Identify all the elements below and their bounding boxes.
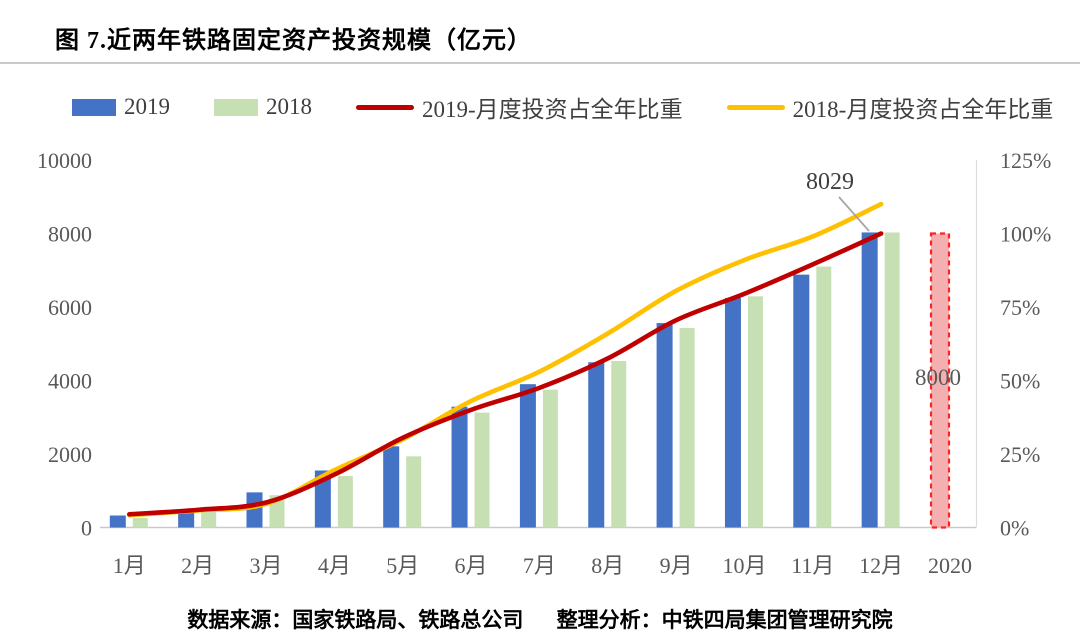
chart-legend: 2019 2018 2019-月度投资占全年比重 2018-月度投资占全年比重 — [72, 90, 1053, 124]
right-axis-tick-0%: 0% — [1000, 516, 1029, 541]
chart-footer: 数据来源：国家铁路局、铁路总公司 整理分析：中铁四局集团管理研究院 — [0, 604, 1080, 634]
x-axis-label-11月: 11月 — [791, 553, 834, 578]
legend-item-2018: 2018 — [214, 94, 312, 120]
line-2018-月度投资占全年比重 — [127, 201, 884, 518]
bar-2019-5月 — [383, 446, 400, 528]
legend-swatch-2018-bar — [214, 98, 258, 116]
bar-2018-6月 — [474, 412, 490, 528]
left-axis-tick-8000: 8000 — [48, 222, 92, 247]
x-axis-label-8月: 8月 — [591, 553, 624, 578]
bar-2019-1月 — [109, 515, 126, 528]
x-axis-label-5月: 5月 — [386, 553, 419, 578]
legend-line-2019-pct — [356, 104, 414, 110]
right-axis-tick-100%: 100% — [1000, 222, 1051, 247]
bar-2019-11月 — [793, 274, 810, 528]
legend-label: 2019-月度投资占全年比重 — [422, 97, 683, 122]
bar-2018-9月 — [679, 327, 695, 528]
bar-2019-10月 — [724, 297, 741, 528]
bar-2018-11月 — [816, 266, 832, 528]
left-axis-tick-6000: 6000 — [48, 295, 92, 320]
bar-2018-8月 — [611, 361, 627, 528]
analysis-credit-text: 整理分析：中铁四局集团管理研究院 — [556, 608, 893, 632]
bar-2018-10月 — [747, 296, 763, 528]
data-source-text: 数据来源：国家铁路局、铁路总公司 — [187, 608, 524, 632]
bar-2019-2月 — [178, 512, 195, 528]
x-axis-label-3月: 3月 — [249, 553, 282, 578]
bar-2019-9月 — [656, 323, 673, 528]
bar-2019-7月 — [519, 384, 536, 528]
left-axis-tick-4000: 4000 — [48, 369, 92, 394]
bar-2019-8月 — [588, 362, 605, 528]
bar-2018-5月 — [406, 456, 422, 528]
line-2019-月度投资占全年比重 — [127, 231, 884, 517]
legend-line-2018-pct — [726, 104, 785, 110]
bar-2018-7月 — [542, 389, 558, 528]
bar-2020-projection — [929, 232, 951, 529]
x-axis-label-7月: 7月 — [523, 553, 556, 578]
left-axis-tick-2000: 2000 — [48, 442, 92, 467]
bar-2019-6月 — [451, 406, 468, 528]
title-divider — [0, 62, 1080, 64]
right-axis-tick-75%: 75% — [1000, 295, 1040, 320]
bar-2018-1月 — [132, 517, 148, 528]
legend-swatch-2019-bar — [72, 98, 116, 116]
annotation-leader-line — [838, 196, 870, 232]
legend-label: 2018 — [266, 94, 312, 119]
x-axis-label-10月: 10月 — [722, 553, 766, 578]
right-axis-tick-25%: 25% — [1000, 442, 1040, 467]
right-axis-tick-125%: 125% — [1000, 148, 1051, 173]
x-axis-label-4月: 4月 — [318, 553, 351, 578]
left-axis-tick-0: 0 — [81, 516, 92, 541]
left-axis-tick-10000: 10000 — [37, 148, 92, 173]
bar-2018-2月 — [201, 511, 217, 528]
bar-2018-12月 — [884, 232, 900, 528]
annotation-8029: 8029 — [806, 169, 854, 195]
legend-item-2018-pct-line: 2018-月度投资占全年比重 — [726, 90, 1054, 124]
bar-2019-12月 — [861, 232, 878, 528]
legend-item-2019: 2019 — [72, 94, 170, 120]
x-axis-label-2020: 2020 — [928, 553, 972, 578]
x-axis-label-12月: 12月 — [859, 553, 903, 578]
bar-2018-4月 — [337, 476, 353, 528]
chart-title: 图 7.近两年铁路固定资产投资规模（亿元） — [55, 28, 532, 54]
legend-label: 2018-月度投资占全年比重 — [792, 97, 1054, 122]
x-axis-label-9月: 9月 — [660, 553, 693, 578]
legend-item-2019-pct-line: 2019-月度投资占全年比重 — [356, 90, 683, 124]
x-axis-label-1月: 1月 — [113, 553, 146, 578]
projection-value-label: 8000 — [915, 365, 961, 390]
legend-label: 2019 — [124, 94, 170, 119]
bar-2019-4月 — [314, 470, 331, 528]
x-axis-label-6月: 6月 — [455, 553, 488, 578]
bar-2019-3月 — [246, 492, 263, 528]
right-axis-tick-50%: 50% — [1000, 369, 1040, 394]
x-axis-label-2月: 2月 — [181, 553, 214, 578]
